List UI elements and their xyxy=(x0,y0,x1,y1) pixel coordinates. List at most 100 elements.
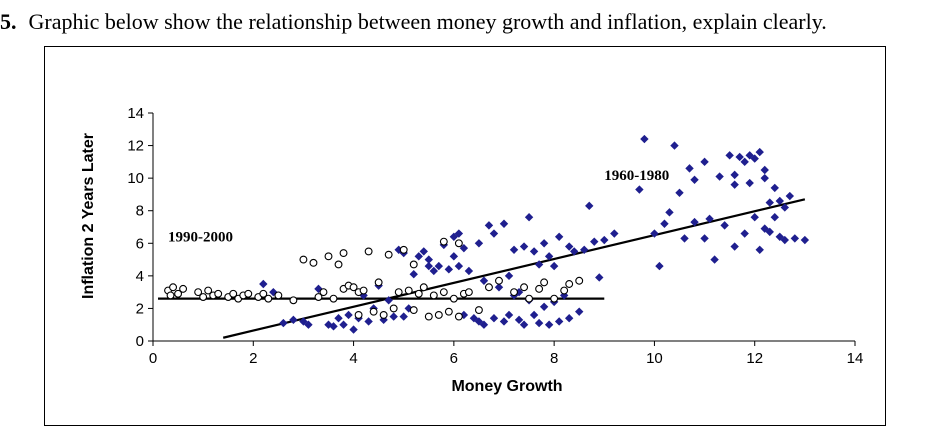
data-point-1960-1980 xyxy=(454,229,464,238)
data-point-1960-1980 xyxy=(610,229,619,238)
data-point-1990-2000 xyxy=(449,294,458,303)
y-tick-label: 12 xyxy=(127,138,144,155)
data-point-1960-1980 xyxy=(760,224,769,233)
data-point-1990-2000 xyxy=(434,310,443,319)
data-point-1990-2000 xyxy=(324,252,333,261)
y-tick-label: 2 xyxy=(136,300,144,317)
data-point-1960-1980 xyxy=(700,234,709,243)
data-point-1960-1980 xyxy=(449,252,459,261)
data-point-1960-1980 xyxy=(775,232,784,241)
data-point-1990-2000 xyxy=(259,289,268,298)
data-point-1960-1980 xyxy=(519,242,529,251)
data-point-1960-1980 xyxy=(725,151,734,160)
data-point-1960-1980 xyxy=(334,314,343,323)
data-point-1960-1980 xyxy=(690,217,699,227)
data-point-1990-2000 xyxy=(369,307,378,316)
data-point-1960-1980 xyxy=(770,183,779,193)
data-point-1960-1980 xyxy=(304,320,313,329)
data-point-1990-2000 xyxy=(364,247,373,256)
data-point-1990-2000 xyxy=(424,312,433,321)
x-tick-label: 14 xyxy=(847,350,864,367)
data-point-1960-1980 xyxy=(730,180,739,189)
data-point-1960-1980 xyxy=(715,172,724,181)
data-point-1960-1980 xyxy=(655,261,664,271)
data-point-1990-2000 xyxy=(535,284,544,293)
x-tick-label: 12 xyxy=(746,350,763,367)
data-point-1960-1980 xyxy=(364,317,373,326)
data-point-1990-2000 xyxy=(550,294,559,303)
data-point-1990-2000 xyxy=(495,276,503,285)
y-tick-label: 6 xyxy=(136,235,144,252)
data-point-1990-2000 xyxy=(384,250,393,259)
data-point-1960-1980 xyxy=(660,219,669,228)
data-point-1960-1980 xyxy=(685,164,694,173)
data-point-1960-1980 xyxy=(329,322,338,331)
data-point-1990-2000 xyxy=(166,291,175,300)
data-point-1960-1980 xyxy=(429,266,438,276)
data-point-1960-1980 xyxy=(765,227,774,237)
question-body: Graphic below show the relationship betw… xyxy=(28,9,827,34)
data-point-1960-1980 xyxy=(750,154,759,163)
data-point-1960-1980 xyxy=(444,265,454,274)
data-point-1960-1980 xyxy=(509,245,519,254)
data-point-1960-1980 xyxy=(524,213,534,222)
data-point-1960-1980 xyxy=(790,234,800,243)
data-point-1960-1980 xyxy=(504,271,514,281)
data-point-1990-2000 xyxy=(354,310,363,319)
data-point-1960-1980 xyxy=(690,175,699,184)
period-annotation: 1960-1980 xyxy=(604,168,669,184)
data-point-1960-1980 xyxy=(600,235,609,245)
data-point-1960-1980 xyxy=(680,234,689,243)
chart-axes: 0 2 4 6 8 10 12 14 0 2 4 6 8 10 12 14 xyxy=(127,105,863,367)
data-point-1990-2000 xyxy=(174,289,183,298)
data-point-1990-2000 xyxy=(510,288,518,297)
data-point-1960-1980 xyxy=(479,320,489,329)
period-annotation: 1990-2000 xyxy=(168,230,233,246)
data-point-1960-1980 xyxy=(534,318,544,328)
data-point-1960-1980 xyxy=(570,247,579,256)
data-point-1960-1980 xyxy=(585,201,594,211)
data-point-1960-1980 xyxy=(499,317,509,326)
data-point-1960-1980 xyxy=(710,255,719,264)
data-point-1990-2000 xyxy=(359,286,368,295)
data-point-1960-1980 xyxy=(640,134,649,144)
data-point-1960-1980 xyxy=(489,229,499,238)
data-point-1960-1980 xyxy=(459,243,469,253)
data-point-1990-2000 xyxy=(264,294,273,303)
x-tick-label: 8 xyxy=(550,350,558,367)
data-point-1960-1980 xyxy=(554,317,564,326)
data-point-1960-1980 xyxy=(590,237,599,246)
data-point-1990-2000 xyxy=(439,288,448,297)
data-point-1960-1980 xyxy=(454,261,464,271)
question-text: 5. Graphic below show the relationship be… xyxy=(0,8,935,38)
data-point-1990-2000 xyxy=(525,294,534,303)
data-point-1960-1980 xyxy=(339,320,348,329)
scatter-chart: 0 2 4 6 8 10 12 14 0 2 4 6 8 10 12 14 Money Growth Infl… xyxy=(80,105,863,395)
data-point-1960-1980 xyxy=(755,245,764,254)
data-point-1990-2000 xyxy=(374,278,383,287)
data-point-1960-1980 xyxy=(730,242,739,251)
data-point-1990-2000 xyxy=(244,289,253,298)
data-point-1960-1980 xyxy=(700,157,709,167)
data-point-1960-1980 xyxy=(289,315,298,325)
data-point-1960-1980 xyxy=(349,325,358,334)
data-point-1960-1980 xyxy=(760,165,769,175)
data-point-1960-1980 xyxy=(529,247,539,256)
data-point-1990-2000 xyxy=(194,288,203,297)
data-point-1960-1980 xyxy=(514,315,524,325)
x-tick-label: 6 xyxy=(450,350,458,367)
data-point-1990-2000 xyxy=(439,237,448,246)
data-point-1990-2000 xyxy=(409,306,418,315)
trend-line xyxy=(222,198,806,339)
data-point-1960-1980 xyxy=(424,261,433,271)
data-point-1960-1980 xyxy=(389,312,398,321)
data-point-1960-1980 xyxy=(665,208,674,217)
chart-marks xyxy=(164,134,810,334)
data-point-1990-2000 xyxy=(429,291,438,300)
data-point-1960-1980 xyxy=(760,173,769,183)
data-point-1960-1980 xyxy=(544,252,554,261)
data-point-1990-2000 xyxy=(309,258,318,267)
data-point-1990-2000 xyxy=(540,278,549,287)
data-point-1960-1980 xyxy=(534,260,544,269)
data-point-1960-1980 xyxy=(675,188,684,197)
